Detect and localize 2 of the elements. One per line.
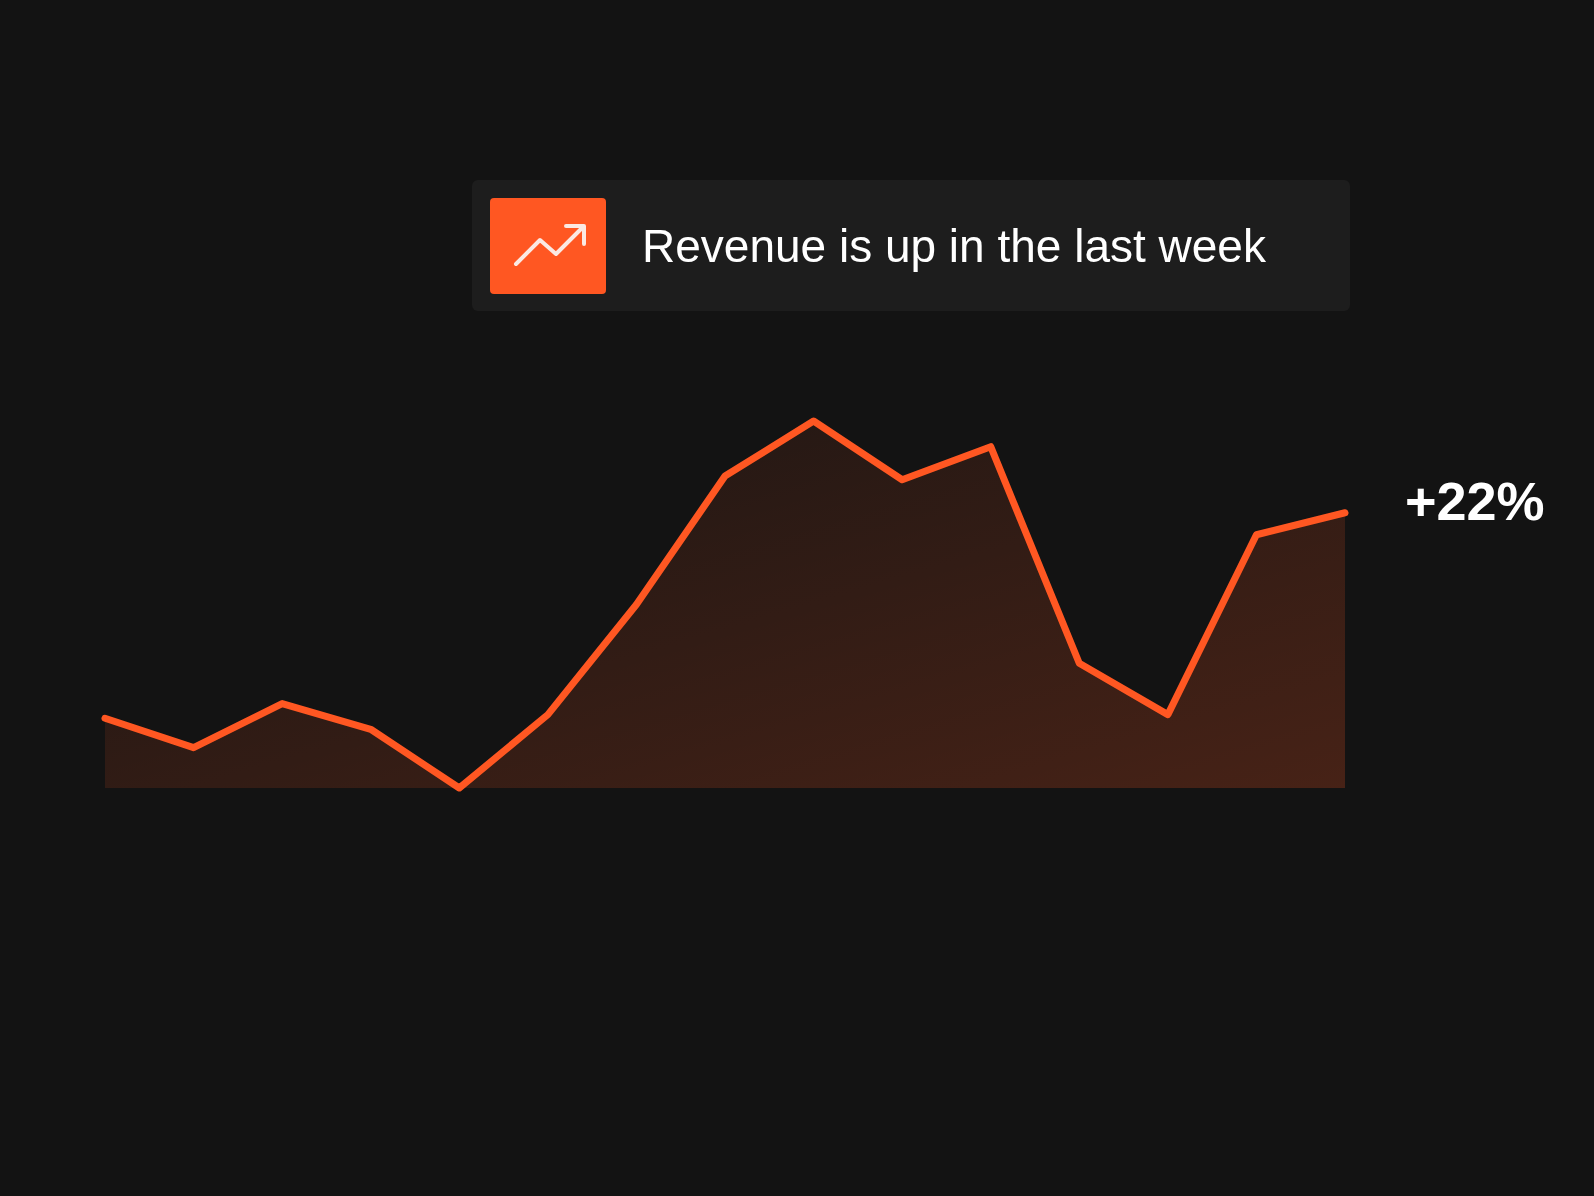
text: +22% xyxy=(1405,471,1545,531)
chart-title: Revenue is up in the last week xyxy=(642,220,1267,272)
